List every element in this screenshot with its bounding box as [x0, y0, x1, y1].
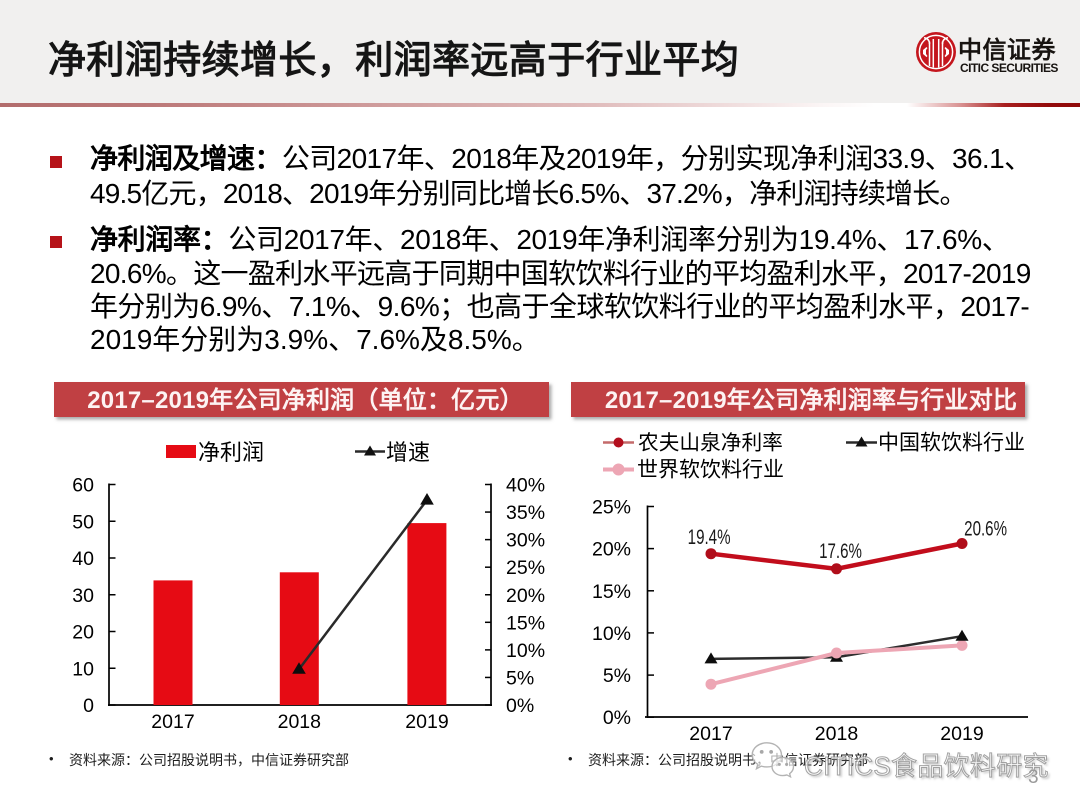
svg-text:2019: 2019	[940, 723, 983, 745]
svg-text:0: 0	[83, 695, 94, 717]
svg-text:17.6%: 17.6%	[819, 538, 862, 562]
svg-text:0%: 0%	[506, 695, 534, 717]
svg-text:农夫山泉净利率: 农夫山泉净利率	[638, 432, 783, 455]
svg-text:中国软饮料行业: 中国软饮料行业	[878, 432, 1025, 455]
svg-text:世界软饮料行业: 世界软饮料行业	[637, 459, 784, 482]
svg-text:40%: 40%	[506, 475, 545, 497]
svg-text:30: 30	[72, 585, 94, 607]
svg-text:5%: 5%	[603, 665, 631, 687]
svg-text:0%: 0%	[603, 707, 631, 729]
svg-text:15%: 15%	[592, 581, 631, 603]
svg-text:2018: 2018	[815, 723, 858, 745]
svg-text:60: 60	[72, 475, 94, 497]
svg-text:25%: 25%	[592, 497, 631, 519]
svg-text:5%: 5%	[506, 667, 534, 689]
svg-text:50: 50	[72, 511, 94, 533]
svg-text:15%: 15%	[506, 612, 545, 634]
svg-text:2019: 2019	[405, 711, 448, 733]
svg-text:20: 20	[72, 622, 94, 644]
svg-text:2018: 2018	[278, 711, 321, 733]
svg-text:净利润: 净利润	[198, 440, 264, 465]
svg-text:35%: 35%	[506, 502, 545, 524]
svg-text:10%: 10%	[592, 623, 631, 645]
svg-text:20%: 20%	[592, 539, 631, 561]
svg-text:40: 40	[72, 548, 94, 570]
svg-text:增速: 增速	[386, 440, 430, 465]
svg-text:10: 10	[72, 658, 94, 680]
svg-text:19.4%: 19.4%	[688, 524, 731, 548]
svg-text:20.6%: 20.6%	[964, 516, 1007, 540]
svg-text:20%: 20%	[506, 585, 545, 607]
svg-text:2017: 2017	[151, 711, 194, 733]
svg-text:30%: 30%	[506, 530, 545, 552]
svg-text:2017: 2017	[689, 723, 732, 745]
svg-text:25%: 25%	[506, 557, 545, 579]
svg-text:10%: 10%	[506, 640, 545, 662]
